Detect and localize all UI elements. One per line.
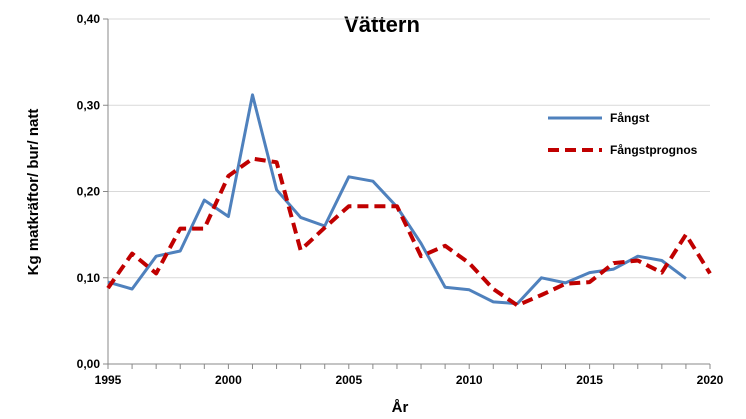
x-tick-label: 2005 (335, 373, 362, 387)
x-tick-label: 1995 (95, 373, 122, 387)
series-layer (106, 93, 712, 308)
y-axis-title: Kg matkräftor/ bur/ natt (25, 109, 42, 276)
x-tick-label: 2015 (576, 373, 603, 387)
series-line-fangstprognos (106, 156, 712, 308)
chart-title: Vättern (344, 12, 420, 37)
y-tick-label: 0,30 (77, 98, 101, 112)
y-tick-label: 0,10 (77, 271, 101, 285)
legend: Fångst Fångstprognos (548, 111, 698, 157)
y-tick-labels: 0,00 0,10 0,20 0,30 0,40 (77, 12, 101, 371)
y-tick-label: 0,00 (77, 357, 101, 371)
y-tick-label: 0,20 (77, 185, 101, 199)
legend-label: Fångst (610, 111, 649, 125)
legend-label: Fångstprognos (610, 143, 698, 157)
x-tick-label: 2000 (215, 373, 242, 387)
x-axis-title: År (392, 399, 409, 416)
gridlines (108, 18, 710, 279)
axes (103, 18, 711, 369)
x-tick-labels: 1995 2000 2005 2010 2015 2020 (95, 373, 724, 387)
x-tick-label: 2010 (456, 373, 483, 387)
x-tick-label: 2020 (697, 373, 724, 387)
y-tick-label: 0,40 (77, 12, 101, 26)
